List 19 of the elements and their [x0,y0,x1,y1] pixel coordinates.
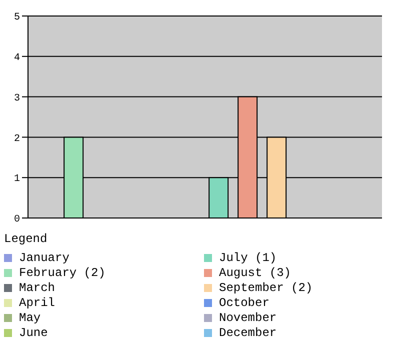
legend-label: August (3) [219,266,292,280]
y-tick-label: 2 [14,134,20,145]
legend-label: September (2) [219,280,313,294]
y-tick-label: 3 [14,93,20,104]
legend-label: April [19,296,56,310]
legend-label: June [19,326,48,340]
legend-label: February (2) [19,266,106,280]
legend-label: January [19,250,70,264]
y-tick-label: 4 [14,52,20,64]
legend-label: December [219,326,277,340]
y-tick-label: 5 [14,12,20,24]
legend-label: July (1) [219,250,277,264]
legend-label: November [219,310,277,324]
legend-title: Legend [4,232,48,246]
y-tick-label: 0 [14,214,20,226]
y-tick-label: 1 [14,174,20,186]
legend-label: May [19,310,41,324]
legend-label: October [219,296,270,310]
legend-label: March [19,280,56,294]
